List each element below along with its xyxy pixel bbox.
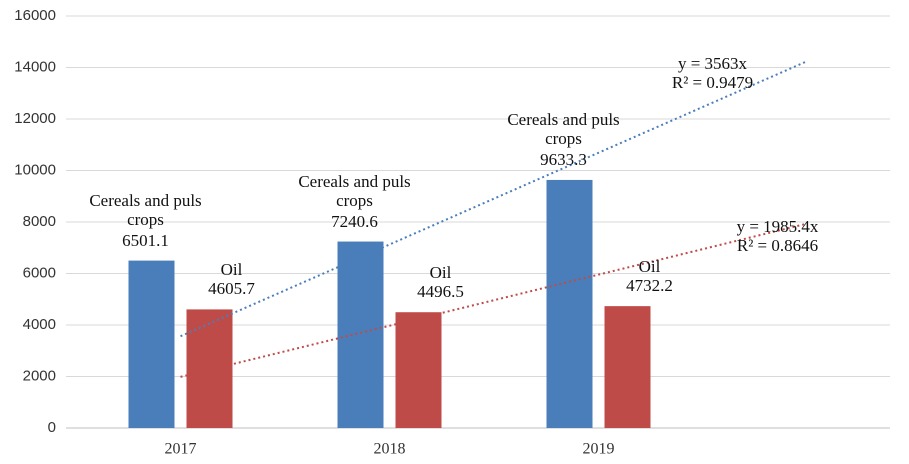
series-label: Oil — [429, 263, 452, 283]
value-label: 4732.2 — [626, 276, 673, 296]
y-tick-label: 2000 — [23, 367, 56, 384]
series-label: Cereals and puls crops — [89, 190, 202, 229]
value-label: 7240.6 — [331, 211, 378, 231]
value-label: 4496.5 — [417, 282, 464, 302]
series-label: Cereals and puls crops — [507, 109, 620, 148]
series-label: Oil — [220, 260, 243, 280]
value-label: 6501.1 — [122, 230, 169, 250]
trend-equation: y = 3563x — [677, 54, 748, 73]
y-tick-label: 12000 — [14, 110, 56, 127]
trendline — [180, 222, 808, 378]
bar — [604, 306, 651, 428]
y-tick-label: 6000 — [23, 264, 56, 281]
trendline — [180, 60, 808, 338]
bar — [128, 260, 175, 428]
y-tick-label: 14000 — [14, 58, 56, 75]
x-tick-label: 2018 — [374, 441, 406, 458]
trend-equation: y = 1985.4x — [736, 216, 819, 236]
x-tick-label: 2019 — [583, 441, 615, 458]
x-tick-label: 2017 — [165, 441, 197, 458]
value-label: 4605.7 — [208, 279, 255, 299]
bar — [546, 179, 593, 428]
bar — [395, 312, 442, 428]
y-tick-label: 4000 — [23, 316, 56, 333]
y-tick-label: 10000 — [14, 161, 56, 178]
series-label: Cereals and puls crops — [298, 171, 411, 210]
y-tick-label: 0 — [48, 419, 56, 436]
trend-r2: R² = 0.8646 — [736, 235, 819, 255]
y-tick-label: 8000 — [23, 213, 56, 230]
y-tick-label: 16000 — [14, 7, 56, 24]
bar — [186, 309, 233, 428]
series-label: Oil — [638, 257, 661, 277]
bar — [337, 241, 384, 428]
value-label: 9633.3 — [540, 149, 587, 169]
trend-r2: R² = 0.9479 — [671, 73, 754, 92]
